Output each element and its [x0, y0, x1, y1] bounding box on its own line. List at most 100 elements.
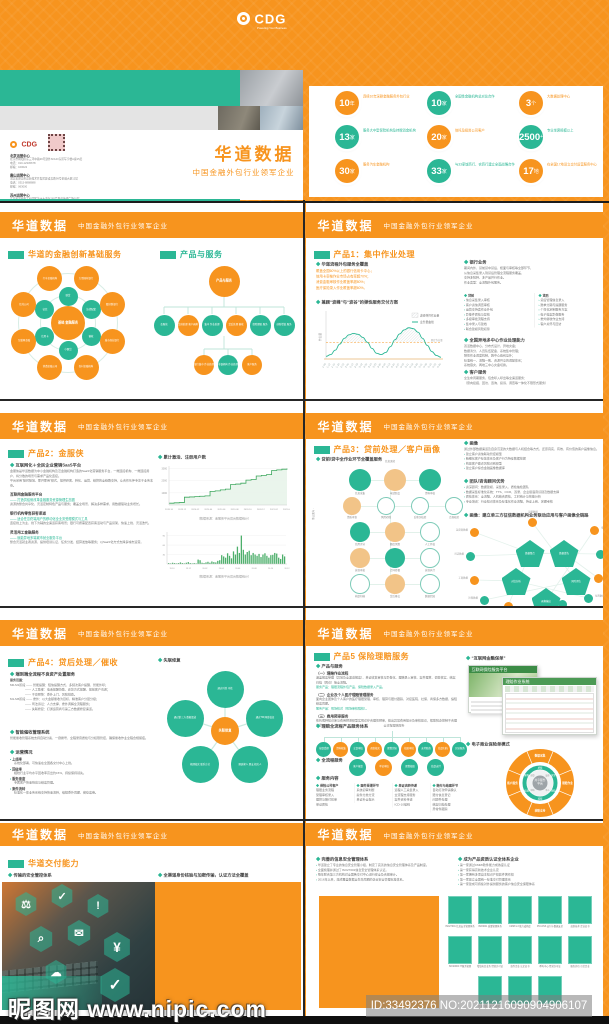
cover-photo-3	[260, 106, 303, 130]
cluster-satellite	[479, 596, 489, 605]
section-title: 产品2：金服侠	[8, 448, 84, 459]
stat-suffix: 个	[531, 100, 537, 107]
certificate-caption: 软件企业 认定证书	[509, 965, 530, 968]
portrait-block: 画像 通过外部数据渠道及自身沉淀的大数据与人机结合等方式，还原真实、有效、有价值…	[464, 440, 604, 471]
stat-label-wrap: 大数据处理中心	[547, 95, 603, 99]
pentagon-label: 数据整合	[525, 552, 535, 555]
text-line: 资深顾问：数据建模、采集录入、质检抽检团队	[464, 486, 604, 491]
grid-circle-label: 信用评分	[354, 543, 365, 546]
certificate-caption: 增值电信业务 经营许可证	[476, 965, 503, 968]
svg-text:19.10: 19.10	[169, 568, 175, 570]
svg-text:1000: 1000	[161, 492, 167, 495]
feature-paragraph: 整合灵活就业者资源，提供培训认证、任务分发、结算发放等服务；以SaaS化方式支撑…	[10, 540, 144, 544]
text-line: 精细化客户标签体系及客户行为特征数据挖掘	[464, 457, 604, 462]
stat-label-wrap: 信托及投资公司客户	[455, 129, 525, 133]
pentagon-label: 数据清洗	[559, 552, 569, 555]
svg-text:2019.10: 2019.10	[165, 509, 174, 511]
hub-outer-circle: 消费金融公司	[37, 354, 63, 380]
flower-petal: 梳理核实 联系方式	[181, 746, 219, 784]
svg-text:6-08: 6-08	[422, 362, 428, 368]
ops-item-title: 回收率	[10, 766, 152, 772]
svg-text:3-09: 3-09	[362, 362, 368, 368]
tree-level1-circle: 保险理赔 服务	[249, 314, 271, 336]
shots-heading: “互联网金融保单”	[466, 655, 596, 663]
text-line: 消费金融审核作业覆盖率超80%；	[315, 280, 367, 285]
grid-circle	[384, 548, 405, 568]
circle-label: 贷后处理 催收	[228, 323, 244, 327]
pentagon-label: 对比分析	[511, 580, 521, 583]
grid-circle-label: 信息采集	[354, 492, 365, 495]
chain-top-label: 全流程理赔服务	[382, 724, 404, 728]
hub-outer-ring	[18, 273, 118, 373]
grid-heading: 贷前/贷中全作业环节全覆盖服务	[316, 456, 456, 464]
svg-text:30: 30	[163, 555, 166, 557]
text-line: 账单分期与提醒服务	[538, 303, 602, 308]
grid-circle-label-wrap: 合规校验	[434, 516, 474, 519]
text-line: 全面梳理并通过了ISO27001信息安全管理体系认证。	[316, 868, 451, 873]
chain-circle: 调查核实	[367, 741, 382, 757]
cover-teal-band	[0, 70, 240, 106]
stats-slide: 10 年连续10年深耕金融服务外包行业 10 家全国性金融机构总对总合作 3 个大数据处理…	[309, 86, 603, 197]
divider-h3	[0, 606, 603, 608]
grid-circle	[384, 574, 405, 594]
circle-label: 消费金融公司	[42, 365, 57, 369]
hub-outer-circle: 股份制银行	[99, 292, 125, 318]
circle-label: 接案受理	[318, 747, 329, 751]
service-column-item: ICD-10编码	[394, 803, 410, 807]
stat-label-wrap: 专业坐席规模以上	[547, 129, 603, 133]
stat-label-wrap: 连续10年深耕金融服务外包行业	[363, 95, 433, 99]
text-line: 个性化定制服务方案	[538, 308, 602, 313]
stat-suffix: 家	[349, 168, 355, 175]
tree-root-circle: 产品与服务	[208, 265, 240, 297]
svg-text:2-23: 2-23	[353, 362, 359, 368]
text-line: 影像件质检与复核	[464, 313, 530, 318]
text-line: 金服侠是华道数据为中小金融机构及泛金融机构打造的SaaS化营销服务平台，一端连接…	[10, 470, 150, 478]
process-circle-grid: 信息流转 作业流向 ↓ 信息采集 电话照会 资料审核 资质审查 风险初筛 反欺诈核验 合规校验信…	[312, 460, 463, 604]
svg-text:6-01: 6-01	[418, 362, 424, 368]
cover-photo-2	[218, 106, 260, 130]
service-column-item: 自动打款申请确认	[432, 789, 457, 792]
donut-heading: 电子商业保险单模式	[466, 741, 596, 749]
stat-label: 连续10年深耕金融服务外包行业	[363, 95, 410, 99]
svg-text:3-23: 3-23	[372, 362, 378, 368]
hub-outer-circle: 大型国有银行	[73, 266, 99, 292]
svg-text:客服: 客服	[524, 773, 529, 777]
chain-circle: 核赔审批	[401, 741, 416, 757]
svg-text:5-11: 5-11	[404, 362, 410, 368]
certificate-cards-grid: ISO27001 信息安全管理体系 ISO9001 质量管理体系 CMMI L3 能…	[445, 896, 602, 1014]
qualification-block: 成为产品资质认证全体系企业 第一家通过CMMI软件能力成熟度认证第一家获得高新技…	[458, 856, 603, 887]
stat-label: 全国性金融机构总对总合作	[455, 95, 495, 99]
flower-petal: 通过TM 网查核证	[246, 699, 284, 737]
svg-text:4-27: 4-27	[395, 362, 401, 368]
svg-text:19.12: 19.12	[186, 568, 192, 570]
grid-side-label: 作业流向 ↓	[312, 508, 352, 537]
stat-circle: 2500 +	[519, 125, 543, 149]
section-title: 华道交付能力	[8, 858, 79, 869]
text-line: M0-M1阶段 —— 智能提醒：短信提醒方式、多频次客户提醒、智能外呼；	[10, 683, 109, 687]
certificate-caption-wrap: CMMI L3 能力成熟度	[505, 925, 535, 928]
circle-label: 信托公司	[18, 303, 29, 306]
svg-text:1-05: 1-05	[321, 362, 327, 368]
hub-inner-circle: 法律配套	[81, 300, 101, 319]
stat-label: 大数据处理中心	[547, 95, 571, 99]
text-line: 通过外部数据渠道及自身沉淀的大数据与人机结合等方式，还原真实、有效、有价值的客户…	[463, 448, 599, 451]
circle-label: 基础 金融服务	[57, 321, 79, 325]
claims-group-product: 服务产品：理赔流程外包产品、保险数据录入产品。	[315, 686, 385, 690]
certificate-card	[567, 936, 592, 964]
text-line: 智能催收管理系统支持自动分案、一键拨号、全程录音质检与分权限管控，确保催收作业全…	[10, 737, 149, 740]
svg-text:3-30: 3-30	[376, 362, 382, 368]
stat-label-wrap: 服务大中型保险机构及持牌消金机构	[363, 129, 433, 133]
section-bar	[160, 250, 176, 259]
contact-name: 唐山运营中心	[10, 174, 30, 178]
svg-text:2019.12: 2019.12	[178, 509, 187, 511]
text-line: 信息采集录入审核	[464, 299, 530, 304]
text-line: （意向挖掘、回访、咨询、投诉、调查等一体化不限形式服务）	[463, 381, 548, 385]
text-line: 专业培训：行业知识体系及标准化作业流程，持证上岗、定期考核	[464, 500, 604, 505]
feature-paragraph: 连接线上为主、线下为辅的全渠道获客场景；银行可按需配置获客活动与产品货架，快速上…	[10, 521, 152, 525]
text-line: 系统容灾，两地三中心灾备切换。	[463, 364, 509, 368]
stat-value: 33	[431, 165, 442, 177]
chain-drop	[391, 737, 393, 742]
circle-label: 保险理赔 服务	[252, 323, 268, 327]
